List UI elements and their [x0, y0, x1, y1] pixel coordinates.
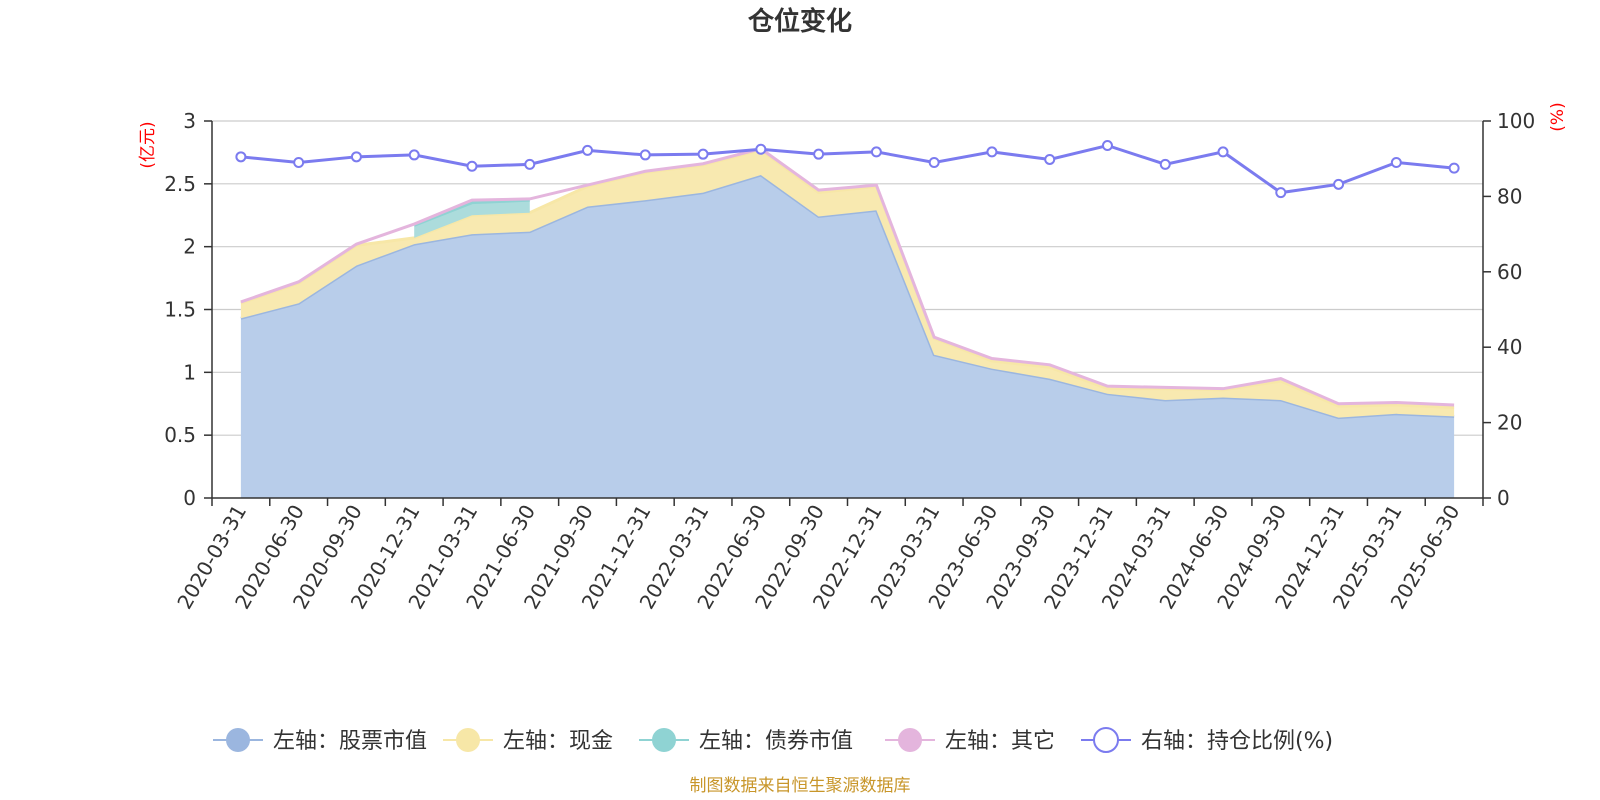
legend[interactable]: 左轴：股票市值 左轴：现金 左轴：债券市值 左轴：其它 右轴：持仓比例(%) — [213, 727, 1333, 754]
legend-label: 左轴：债券市值 — [699, 729, 853, 754]
line-point — [293, 156, 305, 168]
right-axis-tick-label: 100 — [1497, 109, 1535, 133]
legend-marker — [226, 728, 250, 752]
right-axis-tick-label: 80 — [1497, 184, 1522, 208]
line-point — [755, 143, 767, 155]
right-axis-tick-label: 40 — [1497, 335, 1522, 359]
line-point — [1217, 146, 1229, 158]
legend-marker — [898, 728, 922, 752]
legend-marker — [652, 728, 676, 752]
line-point — [1101, 140, 1113, 152]
area-左轴：债券市值 — [414, 200, 530, 238]
line-point — [235, 151, 247, 163]
legend-item[interactable]: 左轴：现金 — [443, 728, 613, 754]
stacked-areas — [240, 147, 1455, 498]
legend-item[interactable]: 左轴：债券市值 — [639, 728, 853, 754]
legend-label: 右轴：持仓比例(%) — [1141, 729, 1333, 754]
legend-item[interactable]: 左轴：其它 — [885, 728, 1055, 754]
line-point — [1275, 187, 1287, 199]
legend-marker — [456, 728, 480, 752]
right-axis-tick-label: 0 — [1497, 486, 1510, 510]
right-axis-tick-label: 20 — [1497, 411, 1522, 435]
right-axis-tick-label: 60 — [1497, 260, 1522, 284]
line-point — [639, 149, 651, 161]
line-point — [870, 146, 882, 158]
left-axis-tick-label: 1.5 — [164, 298, 196, 322]
source-note: 制图数据来自恒生聚源数据库 — [690, 776, 911, 796]
left-axis-tick-label: 2 — [183, 235, 196, 259]
line-point — [1159, 158, 1171, 170]
line-point — [928, 156, 940, 168]
area-line-左轴：其它 — [240, 147, 1455, 407]
left-axis-tick-label: 0 — [183, 486, 196, 510]
line-point — [986, 146, 998, 158]
line-point — [813, 148, 825, 160]
legend-label: 左轴：股票市值 — [273, 729, 427, 754]
line-point — [1044, 153, 1056, 165]
chart-title: 仓位变化 — [747, 6, 852, 37]
line-point — [1448, 162, 1460, 174]
right-axis-unit: (%) — [1548, 102, 1568, 131]
legend-item[interactable]: 右轴：持仓比例(%) — [1081, 727, 1333, 754]
left-axis-tick-label: 3 — [183, 109, 196, 133]
line-point — [408, 149, 420, 161]
line-point — [524, 158, 536, 170]
line-point — [1333, 178, 1345, 190]
left-axis-tick-label: 0.5 — [164, 423, 196, 447]
line-point — [697, 148, 709, 160]
legend-label: 左轴：现金 — [503, 729, 613, 754]
series-lines — [235, 140, 1460, 199]
line-右轴：持仓比例(%) — [240, 143, 1455, 195]
legend-label: 左轴：其它 — [945, 729, 1055, 754]
area-line-左轴：现金 — [240, 148, 1455, 410]
line-point — [1390, 156, 1402, 168]
legend-item[interactable]: 左轴：股票市值 — [213, 728, 427, 754]
left-axis-unit: (亿元) — [138, 121, 158, 168]
line-point — [350, 151, 362, 163]
area-左轴：现金 — [240, 149, 1455, 418]
line-point — [466, 160, 478, 172]
line-point — [582, 144, 594, 156]
left-axis-tick-label: 2.5 — [164, 172, 196, 196]
left-axis-tick-label: 1 — [183, 360, 196, 384]
legend-marker — [1093, 727, 1119, 753]
area-左轴：股票市值 — [240, 175, 1455, 498]
area-line-左轴：债券市值 — [413, 198, 530, 227]
